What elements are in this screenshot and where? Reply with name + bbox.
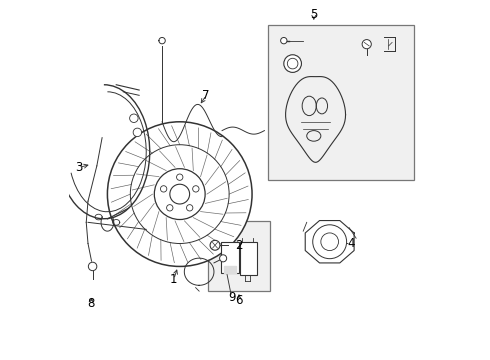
Circle shape	[88, 262, 97, 271]
Circle shape	[176, 174, 183, 180]
Bar	[268, 25, 415, 180]
Circle shape	[160, 186, 167, 192]
Text: 3: 3	[75, 161, 82, 174]
Circle shape	[167, 204, 173, 211]
Circle shape	[313, 225, 346, 259]
Circle shape	[281, 37, 287, 44]
Text: 7: 7	[202, 89, 210, 102]
Circle shape	[133, 128, 142, 136]
Circle shape	[107, 122, 252, 266]
Text: 1: 1	[170, 273, 177, 286]
Circle shape	[220, 255, 227, 262]
Text: 5: 5	[310, 8, 318, 21]
Text: 8: 8	[87, 297, 95, 310]
Text: 2: 2	[235, 239, 243, 252]
Bar	[221, 242, 239, 274]
Circle shape	[154, 169, 205, 220]
Circle shape	[362, 40, 371, 49]
Circle shape	[170, 184, 190, 204]
Circle shape	[187, 204, 193, 211]
Circle shape	[284, 55, 301, 72]
Circle shape	[210, 240, 220, 250]
Text: 4: 4	[347, 237, 355, 250]
Circle shape	[130, 114, 138, 122]
Text: 9: 9	[228, 291, 235, 303]
Circle shape	[193, 186, 199, 192]
Text: 6: 6	[235, 294, 243, 307]
Circle shape	[287, 58, 298, 69]
Bar	[240, 242, 257, 275]
Bar	[208, 221, 270, 291]
Circle shape	[321, 233, 339, 251]
